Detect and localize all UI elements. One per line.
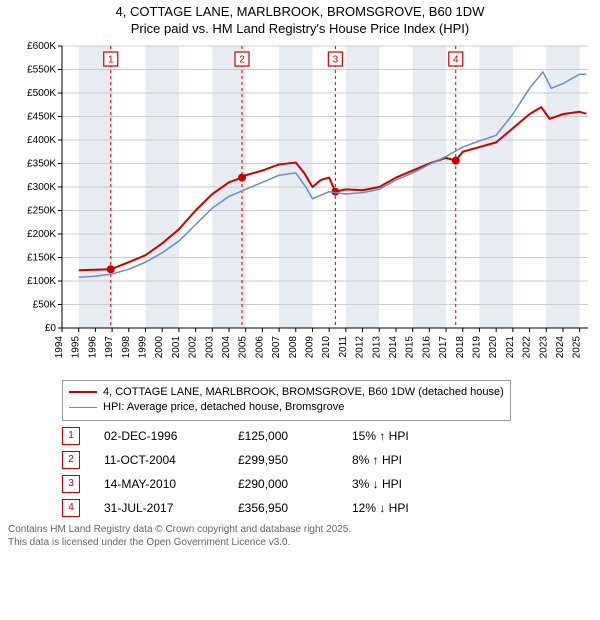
transaction-row: 1 02-DEC-1996 £125,000 15% ↑ HPI xyxy=(62,427,592,445)
svg-text:2012: 2012 xyxy=(355,335,366,358)
svg-text:2018: 2018 xyxy=(455,335,466,358)
svg-text:£100K: £100K xyxy=(27,276,56,287)
svg-text:2024: 2024 xyxy=(555,335,566,358)
svg-text:1995: 1995 xyxy=(71,335,82,358)
transaction-price: £290,000 xyxy=(238,477,328,491)
chart-container: 4, COTTAGE LANE, MARLBROOK, BROMSGROVE, … xyxy=(0,0,600,553)
svg-text:2006: 2006 xyxy=(254,335,265,358)
transaction-row: 3 14-MAY-2010 £290,000 3% ↓ HPI xyxy=(62,475,592,493)
transaction-delta: 12% ↓ HPI xyxy=(352,501,462,515)
svg-text:1999: 1999 xyxy=(137,335,148,358)
svg-text:£500K: £500K xyxy=(27,88,56,99)
svg-text:2008: 2008 xyxy=(288,335,299,358)
svg-text:2019: 2019 xyxy=(471,335,482,358)
transaction-marker: 3 xyxy=(62,475,80,493)
title-line-1: 4, COTTAGE LANE, MARLBROOK, BROMSGROVE, … xyxy=(8,4,592,21)
legend-swatch xyxy=(69,391,97,393)
footer-line-1: Contains HM Land Registry data © Crown c… xyxy=(8,523,592,536)
transactions-table: 1 02-DEC-1996 £125,000 15% ↑ HPI 2 11-OCT-200… xyxy=(62,427,592,517)
svg-text:£600K: £600K xyxy=(27,42,56,52)
title-line-2: Price paid vs. HM Land Registry's House … xyxy=(8,21,592,38)
svg-text:2025: 2025 xyxy=(572,335,583,358)
legend: 4, COTTAGE LANE, MARLBROOK, BROMSGROVE, … xyxy=(62,380,511,421)
svg-text:£450K: £450K xyxy=(27,111,56,122)
svg-text:2022: 2022 xyxy=(522,335,533,358)
svg-text:£200K: £200K xyxy=(27,229,56,240)
legend-row: HPI: Average price, detached house, Brom… xyxy=(69,400,504,415)
legend-swatch xyxy=(69,407,97,408)
svg-text:£250K: £250K xyxy=(27,205,56,216)
transaction-delta: 3% ↓ HPI xyxy=(352,477,462,491)
svg-text:£300K: £300K xyxy=(27,182,56,193)
title-block: 4, COTTAGE LANE, MARLBROOK, BROMSGROVE, … xyxy=(8,4,592,38)
svg-text:2002: 2002 xyxy=(188,335,199,358)
legend-label: 4, COTTAGE LANE, MARLBROOK, BROMSGROVE, … xyxy=(103,385,504,400)
transaction-delta: 8% ↑ HPI xyxy=(352,453,462,467)
svg-text:2020: 2020 xyxy=(488,335,499,358)
svg-text:3: 3 xyxy=(333,54,339,65)
svg-text:2000: 2000 xyxy=(154,335,165,358)
transaction-date: 11-OCT-2004 xyxy=(104,453,214,467)
svg-text:2013: 2013 xyxy=(371,335,382,358)
transaction-price: £125,000 xyxy=(238,429,328,443)
svg-text:£150K: £150K xyxy=(27,252,56,263)
svg-text:2021: 2021 xyxy=(505,335,516,358)
svg-text:2001: 2001 xyxy=(171,335,182,358)
svg-text:2014: 2014 xyxy=(388,335,399,358)
svg-text:4: 4 xyxy=(453,54,459,65)
svg-text:1994: 1994 xyxy=(54,335,65,358)
svg-text:1998: 1998 xyxy=(121,335,132,358)
svg-text:£400K: £400K xyxy=(27,135,56,146)
price-chart: £0 £50K £100K £150K £200K £250K £300K £350K £400… xyxy=(8,42,592,372)
footer-note: Contains HM Land Registry data © Crown c… xyxy=(8,523,592,549)
svg-text:£350K: £350K xyxy=(27,158,56,169)
svg-text:£50K: £50K xyxy=(33,299,57,310)
transaction-delta: 15% ↑ HPI xyxy=(352,429,462,443)
transaction-marker: 1 xyxy=(62,427,80,445)
transaction-date: 31-JUL-2017 xyxy=(104,501,214,515)
svg-text:1997: 1997 xyxy=(104,335,115,358)
transaction-marker: 4 xyxy=(62,499,80,517)
svg-text:2007: 2007 xyxy=(271,335,282,358)
svg-text:2015: 2015 xyxy=(405,335,416,358)
svg-text:2: 2 xyxy=(239,54,245,65)
transaction-price: £299,950 xyxy=(238,453,328,467)
transaction-date: 02-DEC-1996 xyxy=(104,429,214,443)
transaction-marker: 2 xyxy=(62,451,80,469)
transaction-date: 14-MAY-2010 xyxy=(104,477,214,491)
svg-text:£550K: £550K xyxy=(27,64,56,75)
svg-text:2011: 2011 xyxy=(338,335,349,357)
svg-text:2009: 2009 xyxy=(304,335,315,358)
svg-text:2010: 2010 xyxy=(321,335,332,358)
svg-text:2004: 2004 xyxy=(221,335,232,358)
transaction-price: £356,950 xyxy=(238,501,328,515)
svg-text:2003: 2003 xyxy=(204,335,215,358)
svg-text:£0: £0 xyxy=(45,323,57,334)
transaction-row: 2 11-OCT-2004 £299,950 8% ↑ HPI xyxy=(62,451,592,469)
svg-text:2023: 2023 xyxy=(538,335,549,358)
svg-text:2005: 2005 xyxy=(238,335,249,358)
svg-text:2017: 2017 xyxy=(438,335,449,358)
transaction-row: 4 31-JUL-2017 £356,950 12% ↓ HPI xyxy=(62,499,592,517)
svg-text:1: 1 xyxy=(108,54,114,65)
svg-text:1996: 1996 xyxy=(87,335,98,358)
legend-label: HPI: Average price, detached house, Brom… xyxy=(103,400,344,415)
footer-line-2: This data is licensed under the Open Gov… xyxy=(8,536,592,549)
legend-row: 4, COTTAGE LANE, MARLBROOK, BROMSGROVE, … xyxy=(69,385,504,400)
svg-text:2016: 2016 xyxy=(421,335,432,358)
